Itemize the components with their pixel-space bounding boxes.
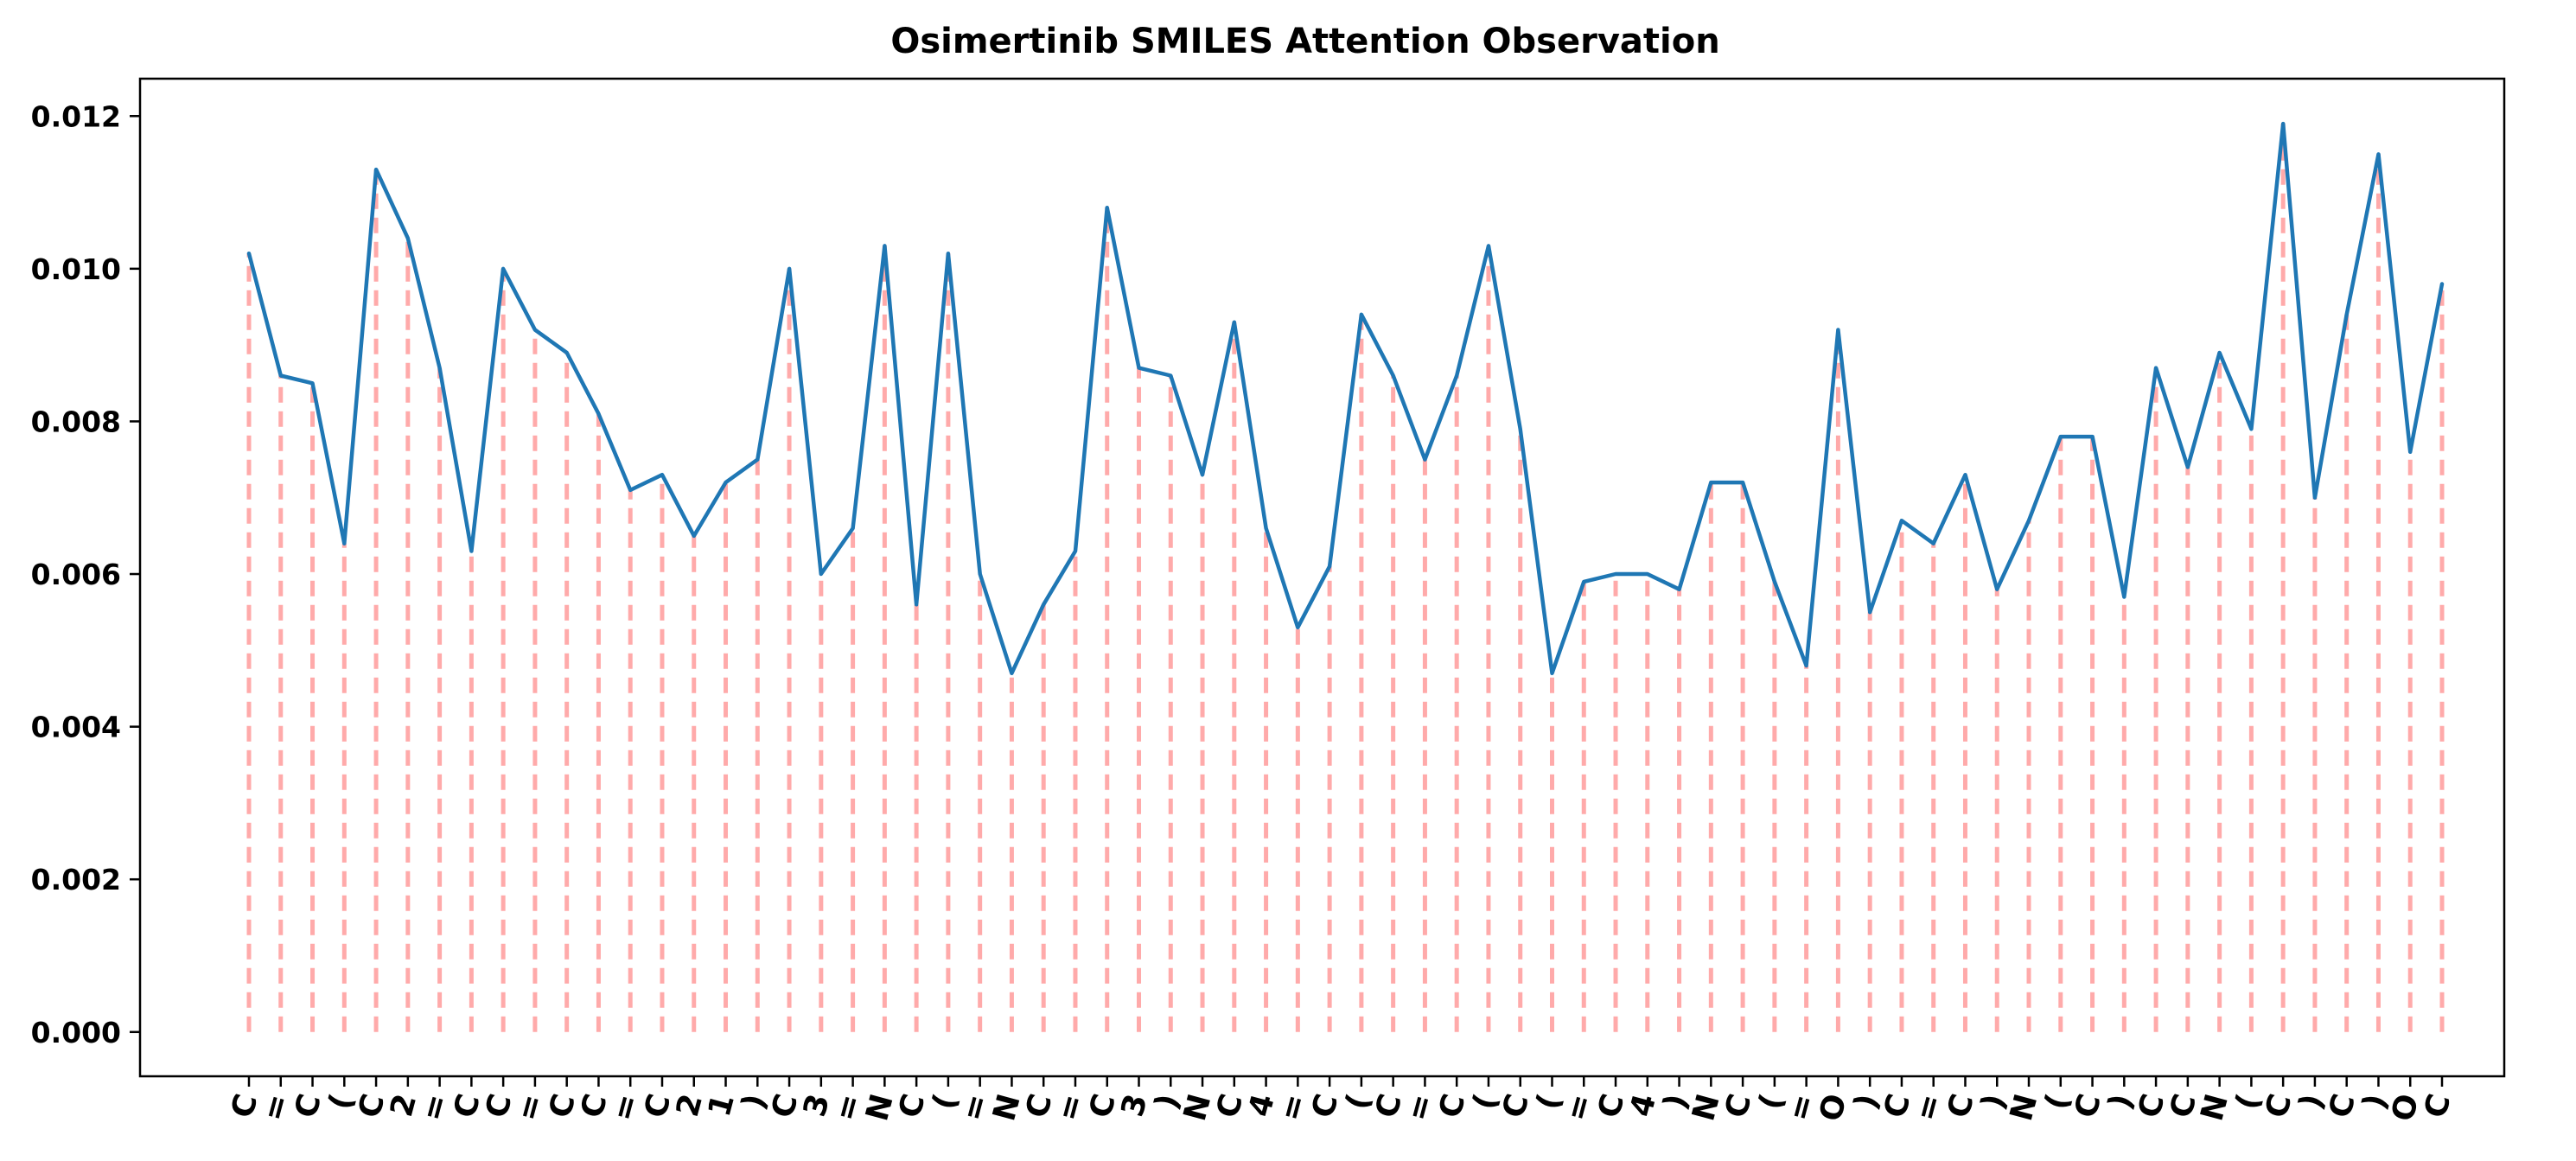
- y-tick-label: 0.004: [31, 711, 121, 744]
- x-axis: C=C(C2=CC=CC=C21)C3=NC(=NC=C3)NC4=C(C=C(…: [225, 1076, 2458, 1125]
- chart-title: Osimertinib SMILES Attention Observation: [890, 22, 1719, 61]
- x-tick-label: 4: [1623, 1090, 1663, 1120]
- x-tick-label: C: [288, 1090, 328, 1121]
- series-line: [246, 121, 2445, 676]
- x-tick-label: 3: [1115, 1090, 1155, 1120]
- x-tick-label: 1: [702, 1090, 742, 1120]
- y-tick-label: 0.008: [31, 405, 121, 438]
- y-tick-label: 0.010: [31, 252, 121, 286]
- x-tick-label: C: [2323, 1090, 2362, 1121]
- plot-frame: [138, 77, 2506, 1078]
- x-tick-label: N: [2195, 1090, 2235, 1125]
- x-tick-label: C: [1941, 1090, 1980, 1121]
- stem-lines: [246, 124, 2445, 1032]
- x-tick-label: C: [1305, 1090, 1345, 1121]
- x-tick-label: C: [2259, 1090, 2299, 1121]
- y-axis: 0.000 0.002 0.004 0.006 0.008 0.010 0.012: [31, 99, 140, 1049]
- x-tick-label: C: [2068, 1090, 2107, 1121]
- y-tick-label: 0.002: [31, 863, 121, 896]
- x-tick-label: C: [892, 1090, 932, 1121]
- x-tick-label: C: [2418, 1090, 2458, 1121]
- y-tick-label: 0.006: [31, 558, 121, 591]
- y-tick-label: 0.012: [31, 99, 121, 133]
- x-tick-label: O: [1813, 1090, 1854, 1125]
- x-tick-label: C: [1432, 1090, 1472, 1121]
- x-tick-label: C: [1718, 1090, 1758, 1121]
- y-tick-label: 0.000: [31, 1016, 121, 1049]
- x-tick-label: N: [2004, 1090, 2044, 1125]
- x-tick-label: C: [1496, 1090, 1536, 1121]
